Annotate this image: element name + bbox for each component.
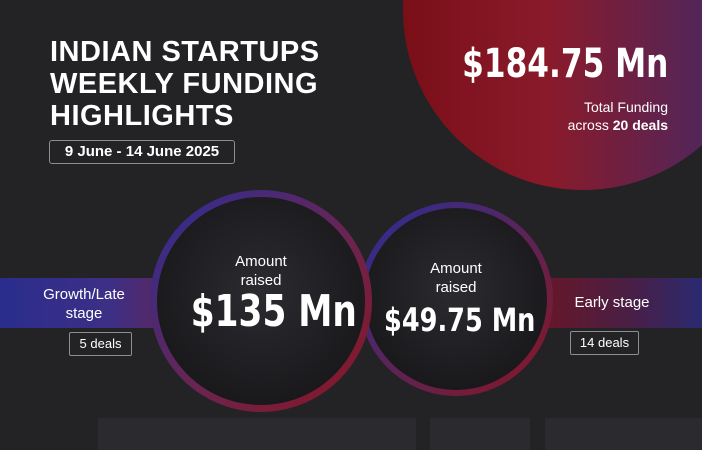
growth-amount-value: $135 Mn <box>190 286 357 337</box>
early-amount-value: $49.75 Mn <box>384 301 536 339</box>
total-funding-label-line1: Total Funding <box>583 99 668 115</box>
bottom-card-right <box>545 418 702 450</box>
early-stage-circle <box>365 208 547 390</box>
bottom-card-middle <box>430 418 530 450</box>
page-title: INDIAN STARTUPS WEEKLY FUNDING HIGHLIGHT… <box>50 36 320 132</box>
title-line-2: WEEKLY FUNDING <box>50 68 319 100</box>
growth-stage-label: Growth/Late stage <box>22 285 146 323</box>
growth-amount-label-line1: Amount <box>235 253 287 270</box>
growth-amount-label: Amount raised <box>211 252 311 290</box>
early-deals-badge: 14 deals <box>570 331 639 355</box>
total-funding-amount: $184.75 Mn <box>461 41 668 87</box>
early-amount-label: Amount raised <box>406 259 506 297</box>
bottom-card-left <box>98 418 416 450</box>
growth-deals-badge: 5 deals <box>69 332 132 356</box>
growth-amount-label-line2: raised <box>240 272 282 289</box>
date-range-badge: 9 June - 14 June 2025 <box>49 140 235 164</box>
total-funding-label-line2: across 20 deals <box>568 116 668 134</box>
total-funding-backdrop <box>403 0 702 190</box>
early-stage-label: Early stage <box>574 294 650 311</box>
early-amount-label-line2: raised <box>435 279 477 296</box>
title-line-3: HIGHLIGHTS <box>50 100 234 132</box>
total-funding-label: Total Funding across 20 deals <box>568 98 668 134</box>
growth-stage-label-line2: stage <box>65 305 103 322</box>
title-line-1: INDIAN STARTUPS <box>50 36 320 68</box>
deals-prefix: across <box>567 117 609 133</box>
growth-stage-label-line1: Growth/Late <box>43 286 125 303</box>
early-amount-label-line1: Amount <box>430 260 482 277</box>
total-deals-count: 20 deals <box>612 117 668 133</box>
growth-stage-circle <box>157 197 365 405</box>
